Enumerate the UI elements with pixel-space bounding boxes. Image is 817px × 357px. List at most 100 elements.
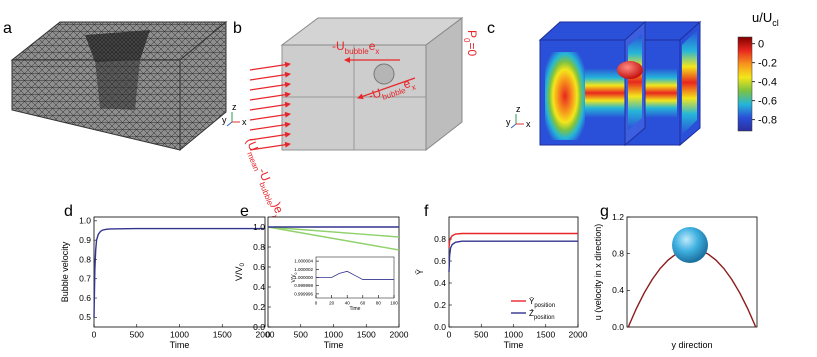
y-axis-label-main: u (velocity in x direction) <box>593 224 603 321</box>
legend-name: Z̄ <box>529 309 534 318</box>
y-tick-label: 0.8 <box>434 234 446 244</box>
axis-y: y <box>222 115 227 125</box>
x-tick-label: 0 <box>266 330 271 340</box>
data-line <box>316 270 394 280</box>
y-tick-label: 0.7 <box>79 274 91 284</box>
y-axis-label: Bubble velocity <box>60 241 70 302</box>
mesh-box <box>10 20 228 152</box>
y-axis-label: V/V0 <box>291 272 298 282</box>
data-line <box>267 226 400 238</box>
legend-entry: Ȳposition <box>529 297 555 309</box>
x-tick-label: 0 <box>315 301 318 306</box>
data-line <box>448 232 578 248</box>
legend-name: Ȳ <box>529 297 535 306</box>
axis-triad: y z x <box>222 102 247 127</box>
y-tick-label: 1.000000 <box>294 275 313 280</box>
tick-label: 0 <box>758 39 764 51</box>
y-tick-label: 0.5 <box>79 312 91 322</box>
data-line <box>448 240 578 273</box>
x-tick-label: 1500 <box>213 330 232 340</box>
y-tick-label: 0.4 <box>612 285 624 295</box>
x-tick-label: 60 <box>360 301 366 306</box>
y-tick-label: 1.0 <box>253 222 265 232</box>
x-tick-label: 40 <box>345 301 351 306</box>
panel-label: d <box>64 203 73 220</box>
y-tick-label: 0.6 <box>253 262 265 272</box>
x-axis-label: Time <box>170 340 190 350</box>
y-tick-label: 1.000002 <box>294 267 313 272</box>
y-tick-label: 0.6 <box>434 256 446 266</box>
pressure-label: P0=0 <box>462 30 479 56</box>
y-axis-label: u (velocity in x direction) <box>593 224 603 321</box>
y-tick-label: 1.000004 <box>294 259 313 264</box>
y-tick-label: 0.8 <box>79 254 91 264</box>
legend-sub: position <box>534 315 555 321</box>
y-tick-label: 0.8 <box>612 249 624 259</box>
y-tick-label: 0.8 <box>253 242 265 252</box>
y-tick-label: 0.4 <box>434 278 446 288</box>
legend-sub: position <box>534 303 555 309</box>
domain-box <box>280 17 464 152</box>
x-tick-label: 1000 <box>504 330 523 340</box>
y-tick-label: 1.0 <box>79 216 91 226</box>
x-tick-label: 80 <box>376 301 382 306</box>
axis-z: z <box>516 104 521 114</box>
x-tick-label: 500 <box>474 330 488 340</box>
x-tick-label: 2000 <box>569 330 588 340</box>
x-axis-label: Time <box>350 306 361 312</box>
tick-label: -0.6 <box>758 96 777 108</box>
axis-triad: y z x <box>506 104 531 129</box>
x-tick-label: 2000 <box>390 330 409 340</box>
velocity-field <box>538 20 702 147</box>
y-tick-label: 1.2 <box>612 212 624 222</box>
colorbar-title-sub: cl <box>772 18 779 28</box>
tick-label: -0.4 <box>758 77 777 89</box>
legend-entry: Z̄position <box>529 309 555 321</box>
y-axis-label: V/V0 <box>234 263 246 282</box>
x-tick-label: 1000 <box>324 330 343 340</box>
colorbar-title-main: u/U <box>752 10 772 25</box>
colorbar-title: u/Ucl <box>752 10 779 28</box>
x-tick-label: 1000 <box>170 330 189 340</box>
panel-label: g <box>600 203 609 220</box>
y-tick-label: 0.0 <box>612 322 624 332</box>
x-tick-label: 1500 <box>357 330 376 340</box>
inlet-arrows <box>249 57 416 151</box>
tick-label: -0.2 <box>758 58 777 70</box>
y-tick-label: 0.2 <box>253 302 265 312</box>
axis-x: x <box>526 119 531 129</box>
y-tick-label: 0.0 <box>434 322 446 332</box>
panel-label: c <box>487 20 495 37</box>
panel-label: b <box>233 20 242 37</box>
y-tick-label: 0.0 <box>253 322 265 332</box>
y-axis-label: Ȳ <box>415 269 425 275</box>
axis-z: z <box>232 102 237 112</box>
x-tick-label: 0 <box>92 330 97 340</box>
y-tick-label: 0.999996 <box>294 291 313 296</box>
y-tick-label: 0.9 <box>79 235 91 245</box>
x-tick-label: 500 <box>130 330 144 340</box>
bubble-sphere <box>672 227 708 263</box>
y-axis-label-main: Ȳ <box>415 269 425 275</box>
panel-label: e <box>240 203 249 220</box>
y-axis-label-main: Bubble velocity <box>60 241 70 302</box>
x-tick-label: 500 <box>294 330 308 340</box>
plot-frame <box>448 216 579 328</box>
y-tick-label: 0.999998 <box>294 283 313 288</box>
y-axis-label-sub: 0 <box>239 263 246 267</box>
plot-frame <box>93 216 266 328</box>
x-tick-label: 2000 <box>256 330 275 340</box>
data-line <box>93 227 265 318</box>
panel-label: a <box>3 20 12 37</box>
data-line <box>267 226 400 251</box>
y-axis-label-main: V/V <box>234 267 244 282</box>
x-tick-label: 1500 <box>536 330 555 340</box>
x-axis-label: y direction <box>671 340 712 350</box>
panel-label: f <box>424 203 429 220</box>
y-axis-label-main: V/V <box>291 274 297 283</box>
x-axis-label: Time <box>504 340 524 350</box>
tick-label: -0.8 <box>758 115 777 127</box>
bubble-velocity-label: -Ububbleex <box>332 39 379 56</box>
x-tick-label: 20 <box>329 301 335 306</box>
